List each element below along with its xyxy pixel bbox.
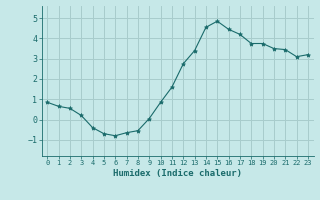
X-axis label: Humidex (Indice chaleur): Humidex (Indice chaleur) (113, 169, 242, 178)
